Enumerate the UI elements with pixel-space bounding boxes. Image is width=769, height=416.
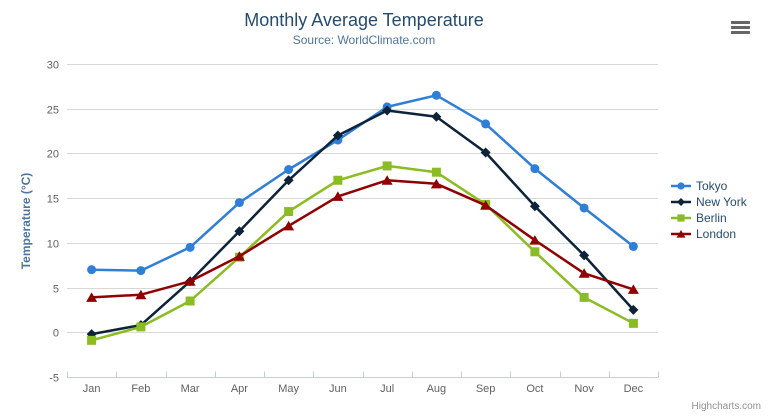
x-axis-label: Jan [83, 383, 101, 395]
y-axis-tick-label: 10 [47, 239, 59, 251]
legend-marker-diamond-icon [671, 198, 691, 206]
point-london-sep[interactable] [480, 200, 492, 210]
point-berlin-dec[interactable] [628, 318, 638, 328]
series-line-tokyo [90, 94, 635, 272]
point-berlin-aug[interactable] [431, 167, 441, 177]
point-london-jul[interactable] [381, 175, 393, 185]
legend-marker-shape [677, 198, 685, 206]
y-axis-tick-label: 0 [53, 328, 59, 340]
x-axis-label: Mar [181, 383, 200, 395]
legend: Tokyo New York Berlin London [671, 178, 747, 242]
point-london-feb[interactable] [135, 289, 147, 300]
credits-link[interactable]: Highcharts.com [691, 401, 761, 412]
point-berlin-jul[interactable] [382, 161, 392, 171]
legend-item-berlin[interactable]: Berlin [671, 210, 747, 226]
legend-marker-shape [677, 214, 685, 222]
x-axis-label: Sep [476, 383, 496, 395]
y-axis-tick-label: 20 [47, 149, 59, 161]
series-line-new-york [90, 109, 635, 336]
series-new-york [86, 105, 639, 340]
point-tokyo-jan[interactable] [87, 265, 97, 275]
legend-label: Tokyo [696, 179, 728, 193]
point-london-apr[interactable] [233, 251, 245, 261]
chart-title: Monthly Average Temperature [244, 10, 484, 30]
x-axis-label: Feb [131, 383, 150, 395]
x-axis: Jan Feb Mar Apr May Jun Jul Aug Sep Oct Nov Dec [67, 371, 659, 395]
point-berlin-feb[interactable] [136, 322, 146, 332]
legend-marker-square-icon [671, 214, 691, 222]
series-london [86, 175, 639, 302]
point-new-york-jun[interactable] [332, 130, 343, 141]
point-tokyo-mar[interactable] [185, 242, 195, 252]
point-new-york-apr[interactable] [234, 226, 245, 237]
y-axis-tick-label: 25 [47, 105, 59, 117]
point-tokyo-aug[interactable] [431, 90, 441, 100]
x-axis-label: Jun [329, 383, 347, 395]
point-tokyo-apr[interactable] [234, 198, 244, 208]
point-london-may[interactable] [283, 220, 295, 231]
series-line-berlin [90, 164, 635, 342]
x-axis-label: Apr [231, 383, 248, 395]
point-berlin-nov[interactable] [579, 292, 589, 302]
point-berlin-oct[interactable] [530, 247, 540, 257]
point-london-aug[interactable] [430, 178, 442, 189]
series-tokyo [87, 90, 638, 276]
x-axis-label: Oct [526, 383, 543, 395]
point-tokyo-oct[interactable] [530, 164, 540, 174]
x-axis-label: May [278, 383, 299, 395]
legend-marker-shape [677, 182, 685, 190]
point-berlin-mar[interactable] [185, 296, 195, 306]
point-berlin-jun[interactable] [333, 175, 343, 185]
hamburger-icon [731, 21, 750, 34]
legend-label: Berlin [696, 211, 727, 225]
point-london-nov[interactable] [578, 268, 590, 278]
point-new-york-aug[interactable] [431, 111, 442, 122]
point-new-york-oct[interactable] [529, 201, 540, 212]
legend-marker-shape [676, 230, 686, 238]
point-london-oct[interactable] [529, 235, 541, 245]
legend-item-tokyo[interactable]: Tokyo [671, 178, 747, 194]
point-london-dec[interactable] [627, 284, 639, 294]
y-axis-tick-label: 30 [47, 60, 59, 72]
point-new-york-nov[interactable] [579, 250, 590, 261]
y-gridlines: -5 0 5 10 15 20 25 30 [47, 60, 658, 385]
legend-item-london[interactable]: London [671, 226, 747, 242]
point-tokyo-may[interactable] [284, 165, 294, 175]
export-menu-button[interactable] [729, 19, 752, 36]
x-axis-label: Jul [380, 383, 394, 395]
point-tokyo-dec[interactable] [628, 241, 638, 251]
x-axis-label: Nov [574, 383, 594, 395]
legend-label: New York [696, 195, 747, 209]
point-new-york-dec[interactable] [628, 304, 639, 315]
y-axis-tick-label: 15 [47, 194, 59, 206]
point-london-jan[interactable] [86, 292, 98, 302]
point-tokyo-sep[interactable] [481, 119, 491, 129]
point-new-york-may[interactable] [283, 175, 294, 186]
y-axis-tick-label: -5 [49, 373, 59, 385]
point-london-mar[interactable] [184, 276, 196, 286]
point-new-york-jul[interactable] [382, 105, 393, 116]
point-new-york-sep[interactable] [480, 147, 491, 158]
point-tokyo-feb[interactable] [136, 266, 146, 276]
x-axis-label: Dec [624, 383, 644, 395]
chart-subtitle: Source: WorldClimate.com [292, 33, 436, 47]
point-berlin-jan[interactable] [87, 335, 97, 345]
x-axis-label: Aug [427, 383, 447, 395]
legend-marker-circle-icon [671, 182, 691, 190]
y-axis-tick-label: 5 [53, 284, 59, 296]
legend-marker-triangle-icon [671, 230, 691, 238]
point-tokyo-nov[interactable] [579, 203, 589, 213]
point-london-jun[interactable] [332, 191, 344, 201]
legend-item-new-york[interactable]: New York [671, 194, 747, 210]
series-line-london [90, 179, 635, 299]
point-berlin-may[interactable] [284, 207, 294, 217]
legend-label: London [696, 227, 737, 241]
